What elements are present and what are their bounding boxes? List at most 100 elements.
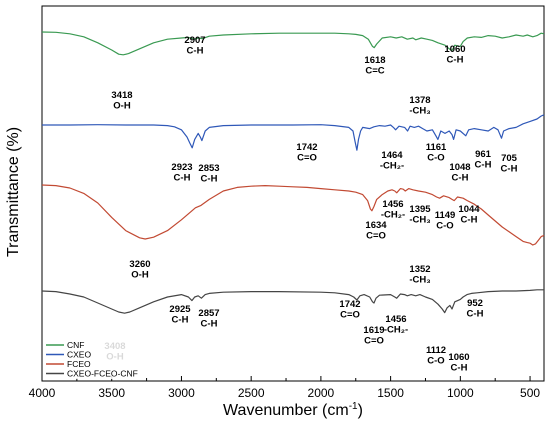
peak-annotation: 1456 -CH₂-	[381, 199, 405, 221]
series-layer	[41, 31, 545, 314]
peak-wavenumber: 1060	[444, 44, 465, 55]
peak-annotation: 1378 -CH₃	[409, 95, 430, 117]
peak-wavenumber: 1048	[449, 162, 470, 173]
peak-annotation: 2907 C-H	[184, 35, 205, 57]
x-tick-label: 1000	[447, 386, 474, 400]
peak-assignment: -CH₃	[409, 275, 430, 286]
peak-annotation: 705 C-H	[501, 153, 518, 175]
peak-annotation: 1048 C-H	[449, 162, 470, 184]
peak-annotation: 1112 C-O	[426, 345, 446, 367]
peak-wavenumber: 705	[501, 153, 518, 164]
series-line-cxeo-fceo-cnf	[41, 289, 544, 314]
peak-assignment: -CH₂-	[380, 161, 404, 172]
x-tick-label: 3500	[98, 386, 125, 400]
peak-annotation: 1464 -CH₂-	[380, 150, 404, 172]
peak-wavenumber: 1161	[426, 142, 447, 153]
peak-assignment: C-H	[447, 55, 464, 66]
peak-annotation: 2923 C-H	[171, 162, 192, 184]
peak-annotation: 2925 C-H	[169, 304, 191, 326]
peak-annotation: 2857 C-H	[198, 308, 219, 330]
peak-assignment: C-H	[201, 319, 218, 330]
peak-wavenumber: 2923	[171, 162, 192, 173]
peak-annotation: 1395 -CH₃	[409, 204, 431, 226]
peak-assignment: C=O	[297, 153, 317, 164]
peak-wavenumber: 3260	[129, 259, 150, 270]
x-axis-label-text: Wavenumber (cm	[223, 402, 349, 419]
peak-assignment: C=O	[366, 231, 386, 242]
peak-assignment: C-H	[187, 46, 204, 57]
peak-wavenumber: 2853	[198, 163, 219, 174]
peak-wavenumber: 961	[475, 149, 492, 160]
peak-wavenumber: 1634	[365, 220, 387, 231]
peak-assignment: O-H	[113, 101, 131, 112]
peak-assignment: -CH₂-	[384, 325, 408, 336]
peak-assignment: C-H	[501, 164, 518, 175]
peak-wavenumber: 1456	[382, 199, 403, 210]
peak-wavenumber: 1112	[426, 345, 446, 356]
x-axis-label-sup: -1	[349, 401, 358, 412]
peak-annotation: 952 C-H	[467, 298, 484, 320]
peak-annotation: 1060 C-H	[444, 44, 465, 66]
peak-assignment: -CH₃	[409, 215, 430, 226]
peak-wavenumber: 1044	[458, 204, 480, 215]
legend-label: FCEO	[67, 359, 91, 369]
peak-wavenumber: 1395	[409, 204, 431, 215]
peak-annotation: 1619 C=O	[363, 325, 384, 347]
x-tick-label: 500	[520, 386, 540, 400]
legend-label: CNF	[67, 340, 84, 350]
x-tick-label: 2500	[238, 386, 265, 400]
x-tick-label: 1500	[377, 386, 404, 400]
peak-annotation: 1161 C-O	[426, 142, 447, 164]
peak-assignment: C-H	[201, 174, 218, 185]
series-line-cxeo	[42, 114, 545, 151]
peak-assignment: C-H	[172, 315, 189, 326]
peak-wavenumber: 3418	[111, 90, 132, 101]
peak-wavenumber: 1464	[381, 150, 403, 161]
legend-label: CXEO	[67, 350, 91, 360]
x-tick-label: 4000	[29, 386, 56, 400]
peak-wavenumber: 1352	[409, 264, 430, 275]
peak-wavenumber: 1742	[296, 142, 317, 153]
legend-label: CXEO-FCEO-CNF	[67, 369, 138, 379]
peak-annotation: 1060 C-H	[448, 352, 469, 374]
peak-wavenumber: 2907	[184, 35, 205, 46]
peak-assignment: C-H	[174, 173, 191, 184]
peak-assignment: C=C	[365, 66, 384, 77]
series-line-cnf	[41, 31, 545, 56]
peak-assignment: C-O	[436, 221, 453, 232]
peak-assignment: C-H	[475, 160, 492, 171]
y-axis-label: Transmittance (%)	[5, 127, 22, 257]
peak-annotation: 1634 C=O	[365, 220, 387, 242]
peak-wavenumber: 1149	[435, 210, 456, 221]
peak-annotation: 2853 C-H	[198, 163, 219, 185]
peak-wavenumber: 952	[467, 298, 483, 309]
x-tick-label: 3000	[168, 386, 195, 400]
x-axis-label: Wavenumber (cm-1)	[223, 401, 363, 419]
peak-wavenumber: 1742	[339, 299, 360, 310]
plot-frame	[41, 5, 545, 382]
peak-annotation: 3260 O-H	[129, 259, 150, 281]
peak-assignment: C-H	[467, 309, 484, 320]
peak-assignment: C-H	[451, 363, 468, 374]
peak-annotation: 961 C-H	[475, 149, 492, 171]
peak-assignment: C-H	[461, 215, 478, 226]
peak-annotation: 1352 -CH₃	[409, 264, 430, 286]
peak-annotation: 1456 -CH₂-	[384, 314, 408, 336]
peak-annotation: 1618 C=C	[364, 55, 385, 77]
peak-assignment: C-O	[427, 153, 444, 164]
peak-annotation: 3418 O-H	[111, 90, 132, 112]
x-tick-label: 2000	[308, 386, 335, 400]
peak-assignment: C=O	[364, 336, 384, 347]
peak-wavenumber: 1378	[409, 95, 430, 106]
peak-annotation: 1044 C-H	[458, 204, 480, 226]
peak-wavenumber: 2857	[198, 308, 219, 319]
x-axis: 4000 3500 3000 2500 2000 1500 1000 500	[29, 376, 540, 400]
peak-assignment: C-H	[452, 173, 469, 184]
peak-assignment: C-O	[427, 356, 444, 367]
peak-wavenumber: 1456	[385, 314, 406, 325]
peak-annotation: 1742 C=O	[339, 299, 360, 321]
peak-wavenumber: 1060	[448, 352, 469, 363]
